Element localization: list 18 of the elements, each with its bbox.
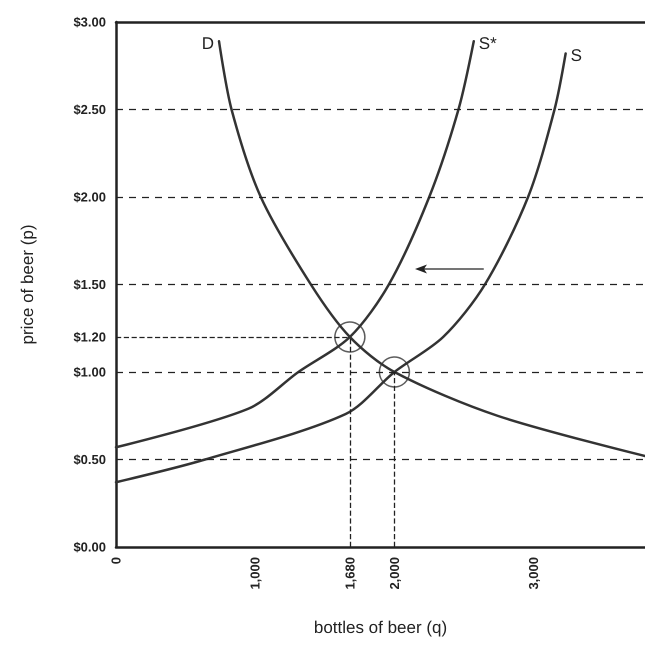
y-tick-label: $1.50 [73, 277, 106, 292]
series-label: S* [478, 34, 498, 53]
y-tick-label: $3.00 [73, 14, 106, 30]
y-tick-label: $0.00 [73, 540, 106, 554]
y-axis-title: price of beer (p) [18, 224, 37, 344]
y-tick-label: $1.20 [73, 330, 106, 344]
x-tick-label: 3,000 [526, 557, 542, 590]
x-tick-label: 0 [108, 557, 124, 564]
y-tick-label: $2.50 [73, 102, 106, 117]
x-tick-label: 1,000 [248, 557, 263, 590]
x-axis-title: bottles of beer (q) [314, 618, 448, 637]
series-label: S [570, 46, 582, 65]
x-tick-label: 1,680 [342, 557, 358, 590]
x-tick-label: 2,000 [386, 557, 402, 590]
series-label: D [202, 34, 214, 53]
y-tick-label: $2.00 [73, 190, 106, 204]
y-tick-label: $1.00 [73, 364, 106, 380]
y-tick-label: $0.50 [73, 452, 106, 467]
